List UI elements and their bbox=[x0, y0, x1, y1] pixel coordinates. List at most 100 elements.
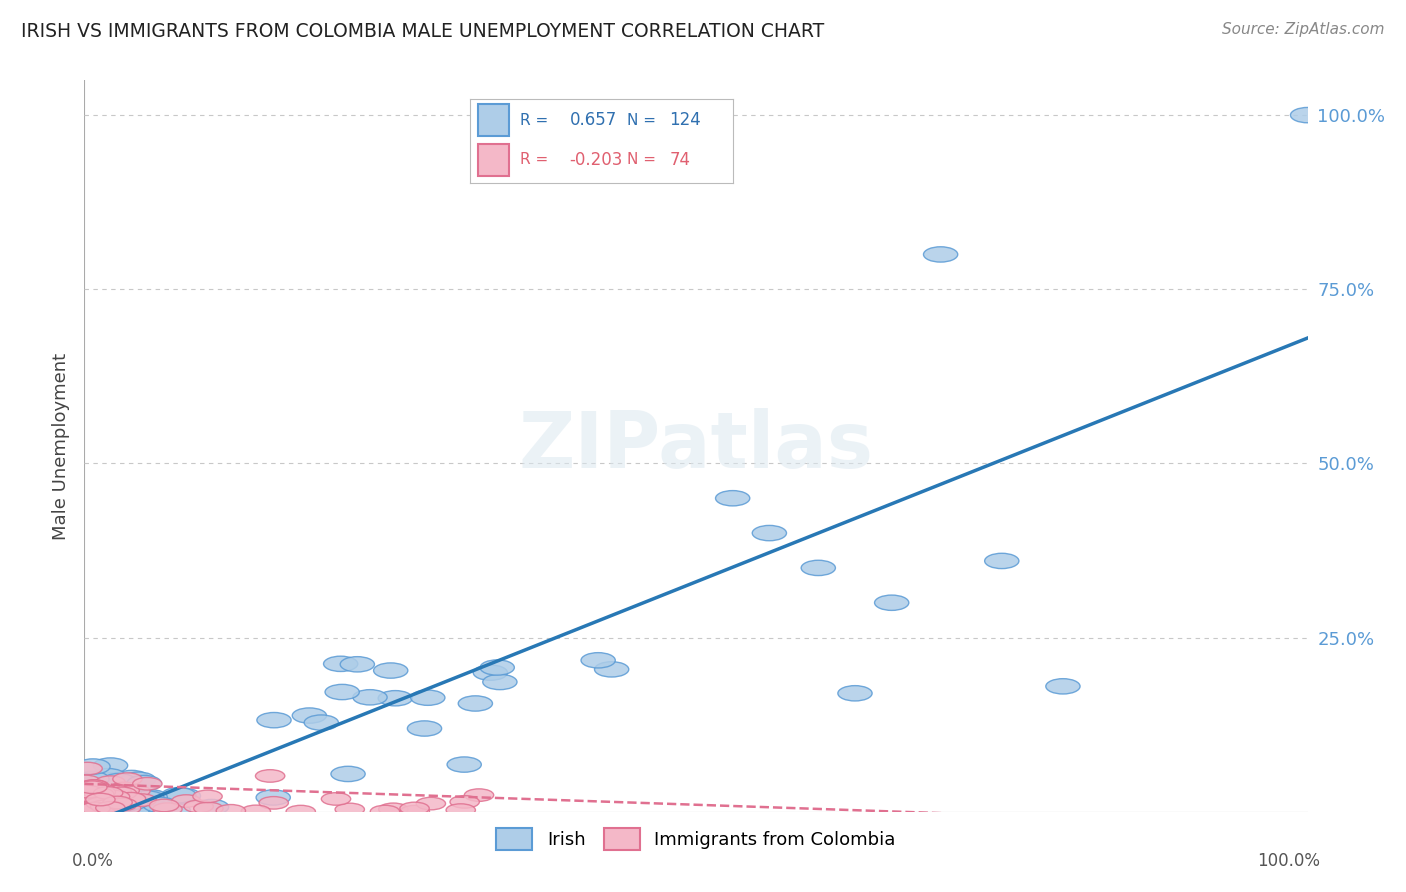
Ellipse shape bbox=[90, 793, 125, 809]
Ellipse shape bbox=[122, 793, 156, 808]
Ellipse shape bbox=[75, 803, 108, 818]
Ellipse shape bbox=[75, 772, 110, 787]
Ellipse shape bbox=[89, 801, 122, 816]
Ellipse shape bbox=[108, 776, 143, 792]
Ellipse shape bbox=[115, 801, 150, 816]
Ellipse shape bbox=[595, 662, 628, 677]
Ellipse shape bbox=[100, 793, 135, 808]
Ellipse shape bbox=[94, 799, 124, 812]
Ellipse shape bbox=[76, 799, 110, 814]
Ellipse shape bbox=[134, 804, 169, 819]
Ellipse shape bbox=[72, 797, 107, 812]
Ellipse shape bbox=[121, 785, 150, 797]
Ellipse shape bbox=[86, 792, 120, 807]
Ellipse shape bbox=[401, 805, 429, 818]
Ellipse shape bbox=[90, 800, 120, 813]
Ellipse shape bbox=[162, 788, 195, 803]
Ellipse shape bbox=[447, 757, 481, 772]
Ellipse shape bbox=[378, 803, 408, 815]
Ellipse shape bbox=[75, 799, 104, 812]
Ellipse shape bbox=[110, 782, 139, 795]
Ellipse shape bbox=[121, 772, 156, 788]
Ellipse shape bbox=[117, 781, 150, 797]
Ellipse shape bbox=[107, 787, 136, 799]
Ellipse shape bbox=[91, 798, 127, 814]
Ellipse shape bbox=[83, 788, 112, 800]
Ellipse shape bbox=[77, 800, 111, 815]
Ellipse shape bbox=[242, 805, 270, 818]
Ellipse shape bbox=[76, 759, 110, 774]
Ellipse shape bbox=[69, 796, 104, 812]
Ellipse shape bbox=[166, 789, 201, 804]
Ellipse shape bbox=[69, 802, 104, 817]
Ellipse shape bbox=[82, 802, 110, 814]
Legend: Irish, Immigrants from Colombia: Irish, Immigrants from Colombia bbox=[489, 821, 903, 857]
Ellipse shape bbox=[83, 793, 111, 805]
Ellipse shape bbox=[323, 657, 357, 672]
Ellipse shape bbox=[108, 798, 136, 811]
Ellipse shape bbox=[416, 797, 446, 810]
Ellipse shape bbox=[322, 793, 350, 805]
Ellipse shape bbox=[122, 801, 157, 816]
Ellipse shape bbox=[259, 797, 288, 809]
Ellipse shape bbox=[80, 787, 108, 799]
Ellipse shape bbox=[82, 799, 111, 812]
Ellipse shape bbox=[340, 657, 374, 672]
Ellipse shape bbox=[101, 796, 136, 811]
Ellipse shape bbox=[1046, 679, 1080, 694]
Ellipse shape bbox=[90, 787, 120, 799]
Ellipse shape bbox=[79, 789, 108, 801]
Ellipse shape bbox=[96, 776, 125, 789]
Ellipse shape bbox=[73, 805, 103, 817]
Ellipse shape bbox=[86, 797, 115, 810]
Ellipse shape bbox=[69, 804, 103, 819]
Ellipse shape bbox=[114, 771, 149, 786]
Ellipse shape bbox=[87, 784, 122, 800]
Ellipse shape bbox=[105, 797, 141, 813]
Ellipse shape bbox=[73, 785, 103, 798]
Ellipse shape bbox=[72, 797, 107, 813]
Text: ZIPatlas: ZIPatlas bbox=[519, 408, 873, 484]
Ellipse shape bbox=[479, 660, 515, 675]
Ellipse shape bbox=[115, 793, 143, 805]
Ellipse shape bbox=[98, 796, 132, 811]
Ellipse shape bbox=[304, 714, 339, 731]
Ellipse shape bbox=[70, 787, 100, 799]
Ellipse shape bbox=[110, 784, 139, 797]
Ellipse shape bbox=[72, 795, 105, 810]
Ellipse shape bbox=[172, 795, 201, 807]
Ellipse shape bbox=[105, 797, 141, 812]
Ellipse shape bbox=[75, 797, 104, 809]
Ellipse shape bbox=[131, 791, 165, 806]
Ellipse shape bbox=[194, 802, 224, 814]
Ellipse shape bbox=[69, 782, 104, 798]
Ellipse shape bbox=[464, 789, 494, 801]
Text: IRISH VS IMMIGRANTS FROM COLOMBIA MALE UNEMPLOYMENT CORRELATION CHART: IRISH VS IMMIGRANTS FROM COLOMBIA MALE U… bbox=[21, 22, 824, 41]
Ellipse shape bbox=[86, 786, 115, 798]
Ellipse shape bbox=[93, 787, 122, 799]
Ellipse shape bbox=[458, 696, 492, 711]
Ellipse shape bbox=[875, 595, 908, 610]
Ellipse shape bbox=[103, 785, 131, 797]
Ellipse shape bbox=[838, 686, 872, 701]
Ellipse shape bbox=[112, 791, 148, 807]
Ellipse shape bbox=[83, 795, 117, 810]
Ellipse shape bbox=[256, 770, 285, 782]
Ellipse shape bbox=[143, 797, 177, 813]
Ellipse shape bbox=[87, 784, 117, 797]
Ellipse shape bbox=[73, 803, 108, 818]
Ellipse shape bbox=[374, 663, 408, 678]
Ellipse shape bbox=[184, 800, 214, 813]
Ellipse shape bbox=[111, 802, 141, 814]
Ellipse shape bbox=[752, 525, 786, 541]
Ellipse shape bbox=[450, 796, 479, 808]
Ellipse shape bbox=[408, 721, 441, 736]
Ellipse shape bbox=[69, 802, 104, 817]
Ellipse shape bbox=[91, 769, 125, 784]
Ellipse shape bbox=[93, 758, 128, 773]
Ellipse shape bbox=[72, 793, 100, 805]
Ellipse shape bbox=[103, 797, 132, 809]
Ellipse shape bbox=[801, 560, 835, 575]
Ellipse shape bbox=[72, 789, 101, 801]
Ellipse shape bbox=[96, 802, 125, 814]
